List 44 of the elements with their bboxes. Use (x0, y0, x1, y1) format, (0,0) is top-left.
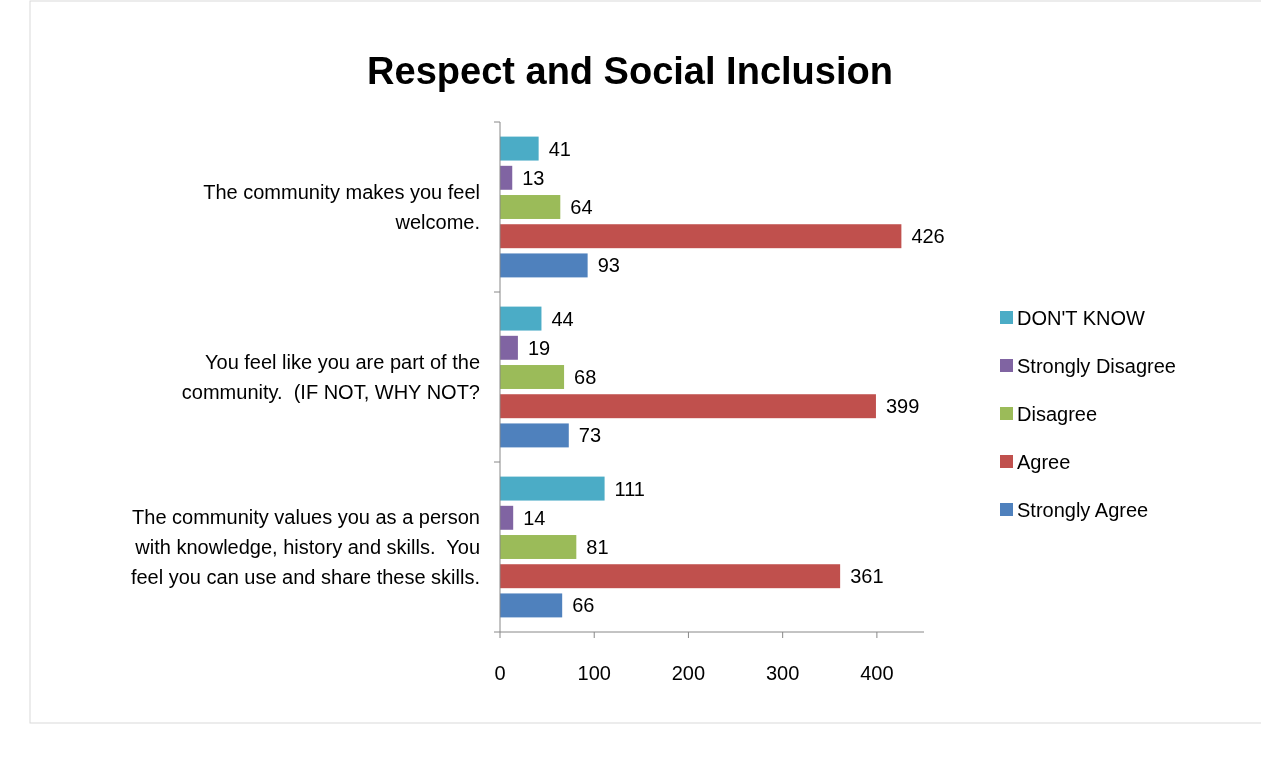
x-tick-label: 300 (765, 662, 800, 684)
y-tick-label: You feel like you are part of the community. (IF NOT, WHY NOT? (181, 351, 480, 403)
bar (500, 593, 563, 618)
bar (500, 306, 542, 331)
bar (500, 564, 841, 589)
chart-title: Respect and Social Inclusion (367, 50, 893, 92)
x-tick-label: 200 (671, 662, 706, 684)
legend-label: Agree (1017, 451, 1071, 473)
data-label: 66 (572, 594, 595, 617)
bar (500, 394, 876, 419)
bar (500, 136, 539, 161)
data-label: 14 (523, 506, 546, 529)
data-label: 13 (522, 166, 545, 189)
bar (500, 423, 569, 448)
bar (500, 253, 588, 278)
x-tick-label: 100 (577, 662, 611, 684)
data-label: 361 (850, 565, 884, 588)
x-tick-label: 0 (494, 662, 506, 684)
data-label: 19 (527, 336, 551, 359)
data-label: 81 (586, 536, 609, 558)
data-label: 41 (548, 137, 571, 160)
bar (500, 476, 605, 501)
bar (500, 224, 902, 249)
bar (500, 195, 561, 219)
x-tick-label: 400 (860, 662, 894, 684)
y-tick-label: The community makes you feel welcome. (203, 181, 480, 233)
bar (500, 505, 514, 530)
y-tick-label: The community values you as a person with knowledge, history and skills. You feel you can use and share these skills. (130, 506, 480, 588)
data-label: 399 (885, 395, 920, 418)
data-label: 93 (597, 254, 620, 277)
bar (500, 335, 518, 360)
legend-label: Strongly Disagree (1017, 355, 1176, 377)
legend-label: Strongly Agree (1017, 499, 1149, 521)
data-label: 73 (578, 424, 602, 447)
legend-label: DON'T KNOW (1017, 307, 1146, 329)
legend-label: Disagree (1017, 403, 1098, 425)
data-label: 111 (614, 477, 645, 500)
data-label: 44 (551, 307, 574, 330)
bar (500, 535, 577, 559)
data-label: 426 (911, 225, 945, 248)
data-label: 64 (570, 196, 593, 218)
bar (500, 365, 565, 389)
data-label: 68 (574, 366, 597, 388)
bar (500, 165, 513, 190)
